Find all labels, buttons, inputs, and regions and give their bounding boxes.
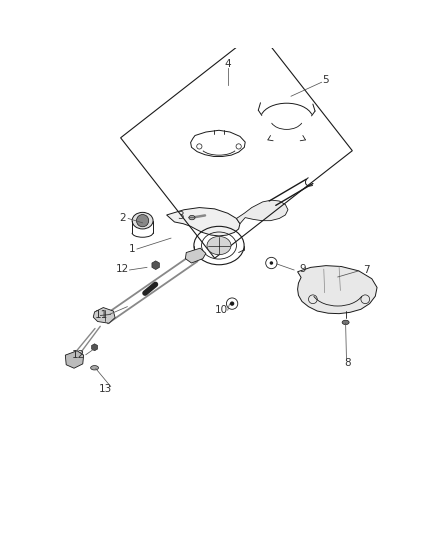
Circle shape xyxy=(230,302,234,306)
Polygon shape xyxy=(93,308,115,323)
Text: 3: 3 xyxy=(177,211,184,221)
Ellipse shape xyxy=(342,320,349,325)
Polygon shape xyxy=(297,265,377,313)
Text: 5: 5 xyxy=(323,75,329,85)
Text: 4: 4 xyxy=(224,59,231,69)
Polygon shape xyxy=(237,200,288,224)
Polygon shape xyxy=(65,351,84,368)
Ellipse shape xyxy=(91,366,99,370)
Text: 13: 13 xyxy=(99,384,112,394)
Ellipse shape xyxy=(132,212,153,229)
Text: 10: 10 xyxy=(215,305,228,315)
Text: 12: 12 xyxy=(72,350,85,360)
Circle shape xyxy=(137,215,149,227)
Polygon shape xyxy=(166,207,240,236)
Text: 8: 8 xyxy=(345,358,351,368)
Text: 11: 11 xyxy=(95,310,108,319)
Text: 7: 7 xyxy=(363,265,370,275)
Ellipse shape xyxy=(189,215,195,220)
Ellipse shape xyxy=(207,236,231,255)
Text: 1: 1 xyxy=(128,244,135,254)
Circle shape xyxy=(270,261,273,265)
Polygon shape xyxy=(185,248,206,263)
Text: 9: 9 xyxy=(300,264,306,274)
Text: 2: 2 xyxy=(119,213,125,223)
Text: 12: 12 xyxy=(116,264,129,274)
